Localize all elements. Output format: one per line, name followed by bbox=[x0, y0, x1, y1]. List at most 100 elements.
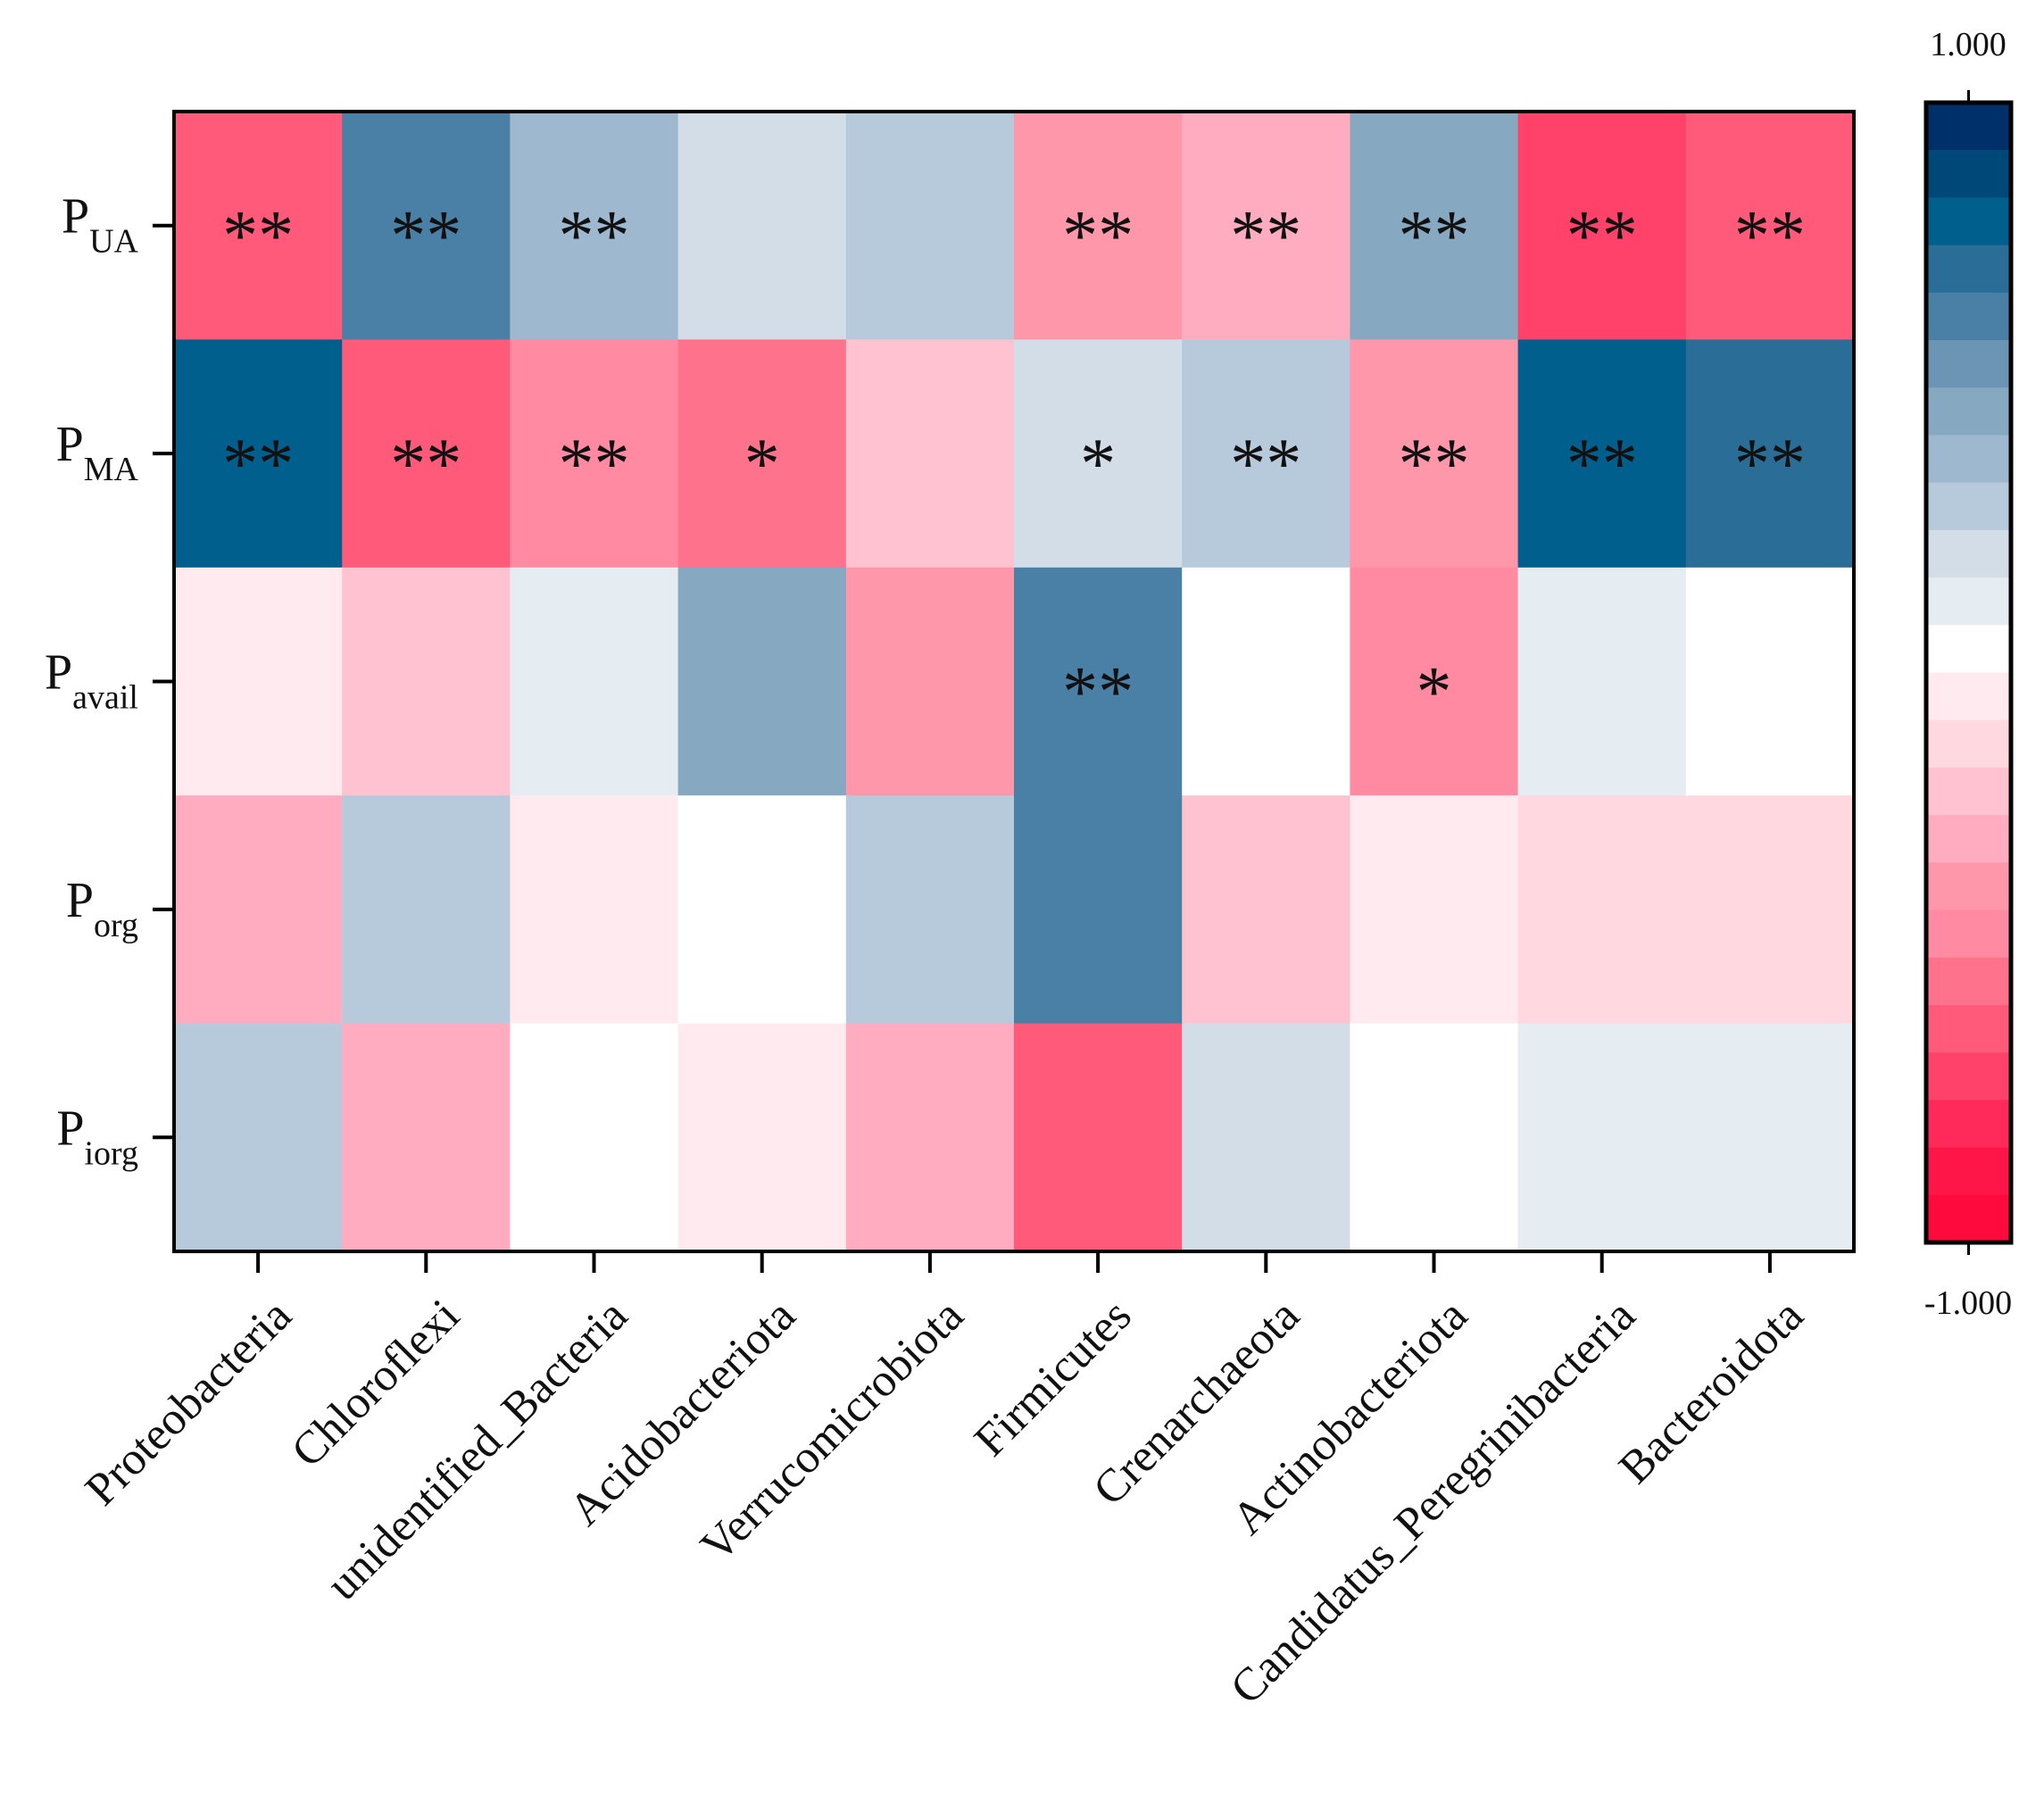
heatmap-cell bbox=[1685, 112, 1855, 340]
significance-mark: ** bbox=[1399, 197, 1470, 276]
column-label: Bacteroidota bbox=[1609, 1290, 1813, 1493]
row-labels: PUA PMA Pavail Porg Piorg bbox=[45, 189, 174, 1172]
colorbar-band bbox=[1926, 767, 2011, 816]
colorbar-band bbox=[1926, 1004, 2011, 1053]
heatmap-cell bbox=[510, 112, 679, 340]
column-label: Proteobacteria bbox=[76, 1290, 302, 1516]
column-labels: ProteobacteriaChloroflexiunidentified_Ba… bbox=[76, 1251, 1813, 1714]
significance-mark: * bbox=[1080, 425, 1116, 503]
significance-mark: ** bbox=[222, 197, 294, 276]
row-label: Pavail bbox=[45, 645, 138, 717]
heatmap-cell bbox=[1350, 1023, 1519, 1252]
significance-mark: ** bbox=[1230, 425, 1301, 503]
heatmap-cell bbox=[677, 339, 847, 569]
heatmap-cell bbox=[1182, 567, 1350, 796]
colorbar-band bbox=[1926, 150, 2011, 198]
heatmap-cell bbox=[1350, 339, 1519, 569]
heatmap-cell bbox=[1014, 339, 1183, 569]
heatmap-cell bbox=[1014, 567, 1183, 796]
heatmap-cell bbox=[1350, 567, 1519, 796]
significance-mark: ** bbox=[559, 425, 630, 503]
heatmap-cell bbox=[845, 567, 1015, 796]
significance-mark: * bbox=[744, 425, 780, 503]
significance-mark: ** bbox=[1734, 425, 1806, 503]
row-label: PMA bbox=[56, 417, 139, 488]
row-label: PUA bbox=[62, 189, 139, 261]
heatmap-cell bbox=[1350, 112, 1519, 340]
heatmap-cell bbox=[1517, 795, 1687, 1025]
row-label: Porg bbox=[66, 873, 138, 944]
significance-mark: ** bbox=[390, 425, 461, 503]
heatmap-cell bbox=[1182, 1023, 1350, 1252]
colorbar-band bbox=[1926, 103, 2011, 151]
heatmap-cell bbox=[845, 1023, 1015, 1252]
heatmap-cell bbox=[845, 795, 1015, 1025]
heatmap-cell bbox=[1182, 339, 1350, 569]
heatmap-cell bbox=[677, 112, 847, 340]
colorbar-band bbox=[1926, 245, 2011, 294]
heatmap-cell bbox=[174, 795, 343, 1025]
significance-mark: ** bbox=[1566, 425, 1638, 503]
heatmap-cell bbox=[1685, 1023, 1855, 1252]
heatmap-cell bbox=[174, 339, 343, 569]
heatmap-cell bbox=[1517, 1023, 1687, 1252]
heatmap-cell bbox=[342, 795, 511, 1025]
significance-mark: ** bbox=[222, 425, 294, 503]
colorbar-band bbox=[1926, 340, 2011, 388]
colorbar-band bbox=[1926, 1052, 2011, 1101]
heatmap-cell bbox=[510, 567, 679, 796]
significance-mark: ** bbox=[1399, 425, 1470, 503]
heatmap-cell bbox=[342, 112, 511, 340]
colorbar-band bbox=[1926, 862, 2011, 911]
heatmap-cell bbox=[845, 112, 1015, 340]
colorbar-band bbox=[1926, 625, 2011, 673]
colorbar-band bbox=[1926, 815, 2011, 863]
significance-mark: ** bbox=[1062, 653, 1134, 732]
heatmap-cell bbox=[845, 339, 1015, 569]
heatmap-cell bbox=[1517, 112, 1687, 340]
column-label: unidentified_Bacteria bbox=[317, 1290, 637, 1610]
colorbar-band bbox=[1926, 719, 2011, 769]
colorbar-max-label: 1.000 bbox=[1930, 26, 2007, 63]
colorbar-band bbox=[1926, 529, 2011, 578]
heatmap-cell bbox=[677, 795, 847, 1025]
heatmap-cell bbox=[1685, 795, 1855, 1025]
colorbar-band bbox=[1926, 387, 2011, 436]
colorbar-band bbox=[1926, 1147, 2011, 1196]
heatmap-cell bbox=[510, 339, 679, 569]
colorbar-band bbox=[1926, 197, 2011, 246]
heatmap-cell bbox=[677, 567, 847, 796]
significance-mark: ** bbox=[390, 197, 461, 276]
colorbar-min-label: -1.000 bbox=[1924, 1284, 2012, 1322]
heatmap-cell bbox=[1685, 567, 1855, 796]
heatmap-cell bbox=[510, 1023, 679, 1252]
heatmap-cell bbox=[174, 112, 343, 340]
heatmap-cell bbox=[510, 795, 679, 1025]
colorbar-band bbox=[1926, 1194, 2011, 1243]
colorbar-band bbox=[1926, 910, 2011, 959]
significance-mark: ** bbox=[1734, 197, 1806, 276]
heatmap-cell bbox=[342, 339, 511, 569]
heatmap-cell bbox=[1182, 795, 1350, 1025]
colorbar-band bbox=[1926, 482, 2011, 531]
colorbar bbox=[1924, 90, 2014, 1255]
heatmap-cell bbox=[342, 567, 511, 796]
row-label: Piorg bbox=[56, 1101, 138, 1172]
heatmap-cells bbox=[174, 112, 1855, 1252]
colorbar-band bbox=[1926, 577, 2011, 626]
heatmap-cell bbox=[1014, 112, 1183, 340]
heatmap-cell bbox=[1350, 795, 1519, 1025]
heatmap-cell bbox=[1014, 795, 1183, 1025]
significance-marks: ** ** ** ** ** ** ** **** ** ** * * ** ** ** **** * bbox=[222, 197, 1806, 732]
heatmap-cell bbox=[1014, 1023, 1183, 1252]
significance-mark: ** bbox=[559, 197, 630, 276]
significance-mark: ** bbox=[1566, 197, 1638, 276]
heatmap-cell bbox=[1182, 112, 1350, 340]
colorbar-band bbox=[1926, 435, 2011, 484]
colorbar-band bbox=[1926, 292, 2011, 341]
colorbar-band bbox=[1926, 957, 2011, 1006]
heatmap-cell bbox=[342, 1023, 511, 1252]
heatmap-cell bbox=[1517, 339, 1687, 569]
significance-mark: * bbox=[1417, 653, 1452, 732]
